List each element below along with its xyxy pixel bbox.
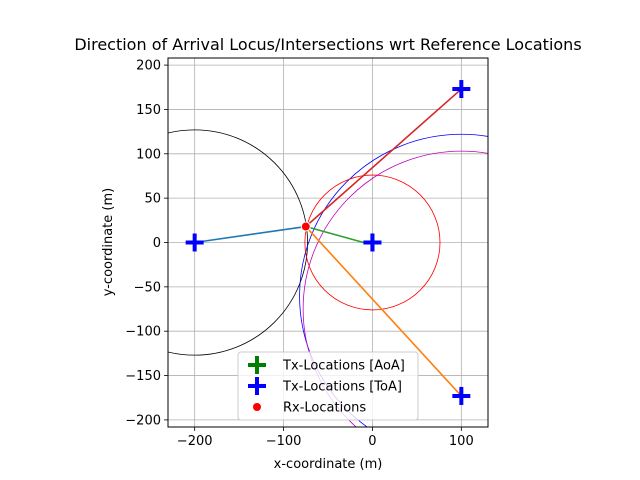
- locus-circle: [304, 174, 441, 311]
- legend-marker: [253, 403, 261, 411]
- y-tick-label: 200: [136, 59, 161, 74]
- locus-circle: [168, 129, 308, 356]
- bearing-line: [305, 225, 462, 397]
- tx-marker: [363, 233, 382, 252]
- legend: Tx-Locations [AoA] Tx-Locations [ToA] Rx-L…: [237, 351, 419, 421]
- legend-marker: [248, 377, 266, 395]
- y-tick-label: 150: [136, 103, 161, 118]
- plot-area: [168, 88, 488, 427]
- legend-entry: Tx-Locations [ToA]: [282, 380, 402, 395]
- x-tick-label: −200: [177, 434, 213, 449]
- y-tick-label: −100: [125, 325, 161, 340]
- legend-marker: [248, 356, 266, 374]
- bearing-line: [305, 88, 462, 228]
- tx-marker: [185, 233, 204, 252]
- tx-marker: [452, 386, 471, 405]
- legend-entry: Tx-Locations [AoA]: [282, 359, 405, 374]
- x-tick-label: −100: [266, 434, 302, 449]
- x-axis-label: x-coordinate (m): [274, 457, 383, 472]
- y-tick-label: −150: [125, 369, 161, 384]
- bearing-line: [305, 225, 364, 244]
- locus-circle: [302, 150, 488, 427]
- markers: [185, 80, 471, 405]
- bearing-line: [194, 225, 306, 244]
- locus-circle: [299, 133, 488, 427]
- ticks: −200 −100 0 100 −200 −150 −100 −50 0 50 100 150 200: [125, 59, 473, 449]
- y-tick-label: −200: [125, 413, 161, 428]
- rx-marker: [300, 221, 311, 232]
- y-tick-label: 50: [144, 192, 161, 207]
- y-tick-label: −50: [134, 280, 161, 295]
- chart-title: Direction of Arrival Locus/Intersections…: [74, 35, 581, 54]
- x-tick-label: 100: [449, 434, 474, 449]
- y-tick-label: 100: [136, 147, 161, 162]
- y-tick-label: 0: [153, 236, 161, 251]
- y-axis-label: y-coordinate (m): [101, 188, 116, 296]
- tx-marker: [452, 80, 471, 99]
- legend-box: [237, 351, 419, 421]
- legend-entry: Rx-Locations: [283, 401, 366, 416]
- x-tick-label: 0: [368, 434, 376, 449]
